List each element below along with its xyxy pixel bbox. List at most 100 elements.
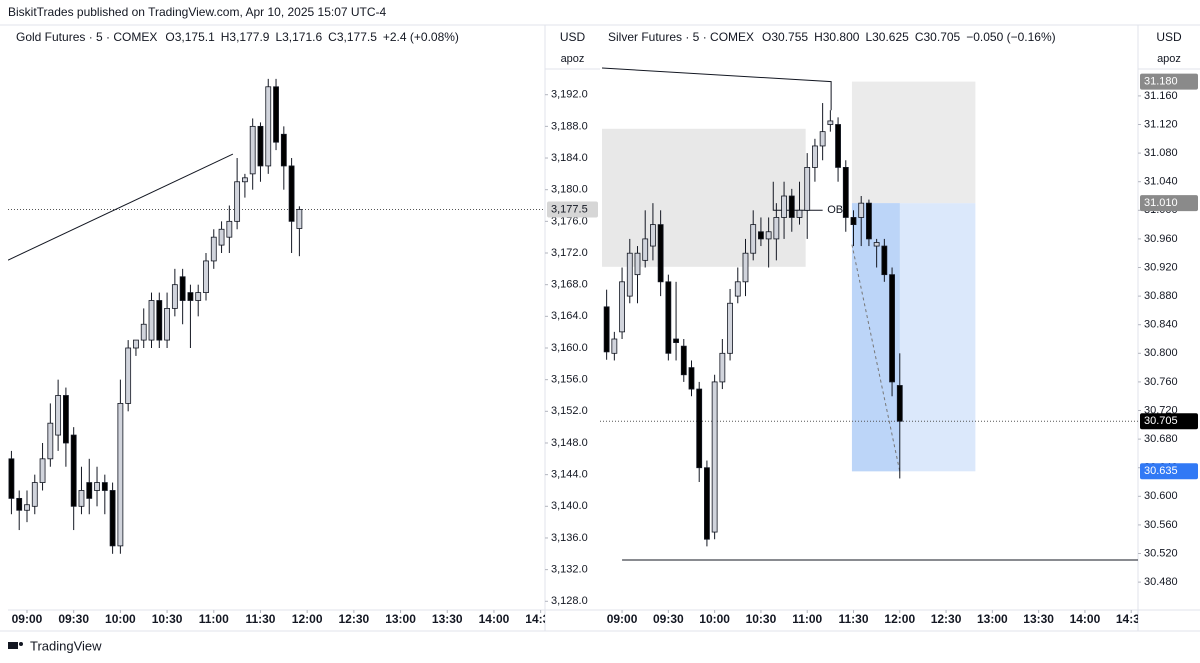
- x-tick-label: 14:30: [525, 612, 556, 626]
- candle-body: [47, 422, 54, 460]
- y-tick-label: 30.960: [1144, 233, 1178, 245]
- candle-body: [265, 86, 272, 167]
- y-tick-label: 3,172.0: [551, 247, 588, 259]
- candle-body: [842, 167, 849, 218]
- candle-body: [55, 395, 62, 436]
- candle-body: [63, 395, 69, 444]
- candle-body: [665, 281, 672, 354]
- price-label-box: [1140, 73, 1198, 90]
- x-tick-label: 10:30: [152, 612, 183, 626]
- candle-body: [70, 434, 77, 507]
- y-tick-label: 31.080: [1144, 147, 1178, 159]
- candle-body: [133, 339, 139, 349]
- candle-body: [819, 131, 826, 147]
- y-tick-label: 31.120: [1144, 118, 1178, 130]
- candle-body: [626, 252, 633, 297]
- candle-body: [148, 300, 155, 341]
- ohlc-value: L30.625: [865, 30, 909, 44]
- candle-body: [642, 238, 649, 261]
- x-tick-label: 10:00: [105, 612, 136, 626]
- price-label: 3,177.5: [551, 203, 588, 215]
- time-axis: 09:00 09:30 10:00 10:30 11:00 11:30 12:00 12:30…: [607, 610, 1138, 626]
- candle-body: [257, 125, 264, 167]
- candle-body: [179, 276, 186, 301]
- price-label: 31.180: [1144, 76, 1178, 88]
- ohlc-value: H30.800: [814, 30, 860, 44]
- y-tick-label: 30.680: [1144, 433, 1178, 445]
- candle-body: [873, 242, 880, 247]
- candle-body: [94, 482, 100, 491]
- y-tick-label: 30.760: [1144, 376, 1178, 388]
- candle-body: [86, 482, 93, 499]
- candle-body: [249, 125, 256, 175]
- candle-body: [101, 482, 108, 491]
- zone: [602, 128, 806, 267]
- x-tick-label: 10:30: [746, 612, 777, 626]
- y-tick-label: 30.920: [1144, 261, 1178, 273]
- candle-body: [889, 274, 895, 383]
- y-tick-label: 3,164.0: [551, 310, 588, 322]
- currency: USD: [1156, 30, 1182, 44]
- candle-body: [210, 236, 217, 262]
- candle-body: [688, 367, 695, 390]
- x-tick-label: 13:30: [1023, 612, 1054, 626]
- candle-body: [750, 224, 757, 254]
- ohlc-value: C3,177.5: [328, 30, 377, 44]
- x-tick-label: 13:00: [977, 612, 1008, 626]
- candle-body: [156, 300, 163, 341]
- candle-body: [788, 195, 795, 218]
- candle-body: [24, 504, 30, 511]
- currency: USD: [560, 30, 586, 44]
- candle-body: [195, 292, 202, 301]
- y-tick-label: 31.040: [1144, 176, 1178, 188]
- x-tick-label: 09:30: [58, 612, 89, 626]
- candle-body: [796, 209, 803, 218]
- plot: [8, 78, 545, 554]
- x-tick-label: 14:00: [1070, 612, 1101, 626]
- candle-body: [171, 284, 178, 309]
- candle-body: [634, 252, 641, 276]
- candle-body: [680, 345, 687, 376]
- footer: TradingView: [30, 638, 102, 653]
- y-tick-label: 30.520: [1144, 547, 1178, 559]
- change: −0.050 (−0.16%): [966, 30, 1055, 44]
- y-tick-label: 31.160: [1144, 90, 1178, 102]
- candle-body: [242, 177, 248, 183]
- candle-body: [31, 482, 38, 507]
- ohlc-value: L3,171.6: [275, 30, 322, 44]
- y-tick-label: 30.600: [1144, 490, 1178, 502]
- x-tick-label: 09:30: [653, 612, 684, 626]
- y-tick-label: 3,136.0: [551, 532, 588, 544]
- y-tick-label: 3,168.0: [551, 279, 588, 291]
- candle-body: [711, 381, 718, 533]
- y-tick-label: 30.840: [1144, 319, 1178, 331]
- y-tick-label: 30.880: [1144, 290, 1178, 302]
- candle-body: [827, 120, 834, 125]
- candle-body: [39, 458, 46, 483]
- price-label-box: [547, 201, 598, 218]
- x-tick-label: 11:00: [199, 612, 229, 626]
- x-tick-label: 13:00: [385, 612, 416, 626]
- time-axis: 09:00 09:30 10:00 10:30 11:00 11:30 12:00 12:30…: [12, 610, 556, 626]
- x-tick-label: 10:00: [699, 612, 730, 626]
- y-tick-label: 3,144.0: [551, 469, 588, 481]
- candle-body: [727, 302, 733, 354]
- candle-body: [140, 323, 147, 341]
- ohlc-value: O30.755: [762, 30, 808, 44]
- y-tick-label: 3,156.0: [551, 374, 588, 386]
- y-tick-label: 3,140.0: [551, 500, 588, 512]
- candle-body: [164, 308, 170, 341]
- y-tick-label: 30.560: [1144, 519, 1178, 531]
- candle-body: [187, 292, 194, 301]
- price-label: 30.705: [1144, 415, 1178, 427]
- price-label-box: [1140, 195, 1198, 212]
- y-tick-label: 3,184.0: [551, 152, 588, 164]
- ohlc-value: H3,177.9: [221, 30, 270, 44]
- candle-body: [78, 490, 85, 507]
- legend: Silver Futures · 5 · COMEX O30.755 H30.800…: [608, 30, 1056, 44]
- price-label-box: [1140, 413, 1198, 430]
- x-tick-label: 12:00: [884, 612, 915, 626]
- y-tick-label: 30.800: [1144, 347, 1178, 359]
- y-tick-label: 30.480: [1144, 576, 1178, 588]
- x-tick-label: 11:00: [792, 612, 822, 626]
